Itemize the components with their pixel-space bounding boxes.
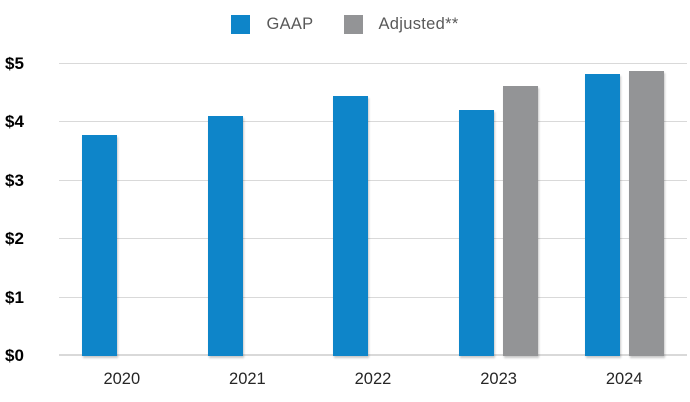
- bar-gaap-2023: [459, 109, 495, 356]
- x-axis-labels: 2020 2021 2022 2023 2024: [59, 370, 687, 389]
- bar-slot: [459, 64, 495, 356]
- bar-slot: [377, 64, 412, 356]
- legend-label-gaap: GAAP: [266, 15, 314, 33]
- bar-gaap-2024: [584, 73, 620, 356]
- gridline-3: [59, 179, 687, 181]
- bar-gaap-2021: [207, 115, 243, 356]
- bar-slot: [82, 64, 118, 356]
- bars-container: [59, 64, 687, 356]
- gridline-1: [59, 296, 687, 298]
- bar-slot: [252, 64, 287, 356]
- x-axis-label-2022: 2022: [354, 370, 392, 388]
- bar-gaap-2022: [333, 96, 369, 356]
- bar-slot: [126, 64, 161, 356]
- gridline-5: [59, 63, 687, 64]
- bar-group-2020: [59, 64, 185, 356]
- legend-item-adjusted: Adjusted**: [343, 15, 459, 34]
- x-axis-label-2021: 2021: [229, 370, 266, 388]
- bar-slot: [628, 64, 664, 356]
- y-axis-label: $3: [5, 170, 24, 190]
- x-axis-label-2024: 2024: [605, 370, 643, 388]
- x-axis-label-2020: 2020: [103, 370, 141, 388]
- gridline-2: [59, 238, 687, 240]
- y-axis-label: $5: [5, 54, 24, 73]
- gridline-4: [59, 121, 687, 123]
- bar-group-2024: [561, 64, 687, 356]
- y-axis-label: $0: [5, 346, 24, 365]
- y-axis-label: $4: [5, 112, 24, 132]
- bar-group-2021: [185, 64, 311, 356]
- bar-adjusted-2024: [628, 71, 664, 356]
- bar-slot: [503, 64, 539, 356]
- bar-gaap-2020: [82, 134, 118, 356]
- plot-area: $0 $1 $2 $3 $4 $5 2020 2021 2022 2023 2024: [5, 54, 687, 388]
- bar-slot: [584, 64, 620, 356]
- legend-label-adjusted: Adjusted**: [378, 15, 459, 33]
- bar-group-2023: [436, 64, 562, 356]
- gridline-0: [59, 354, 687, 356]
- chart-legend: GAAP Adjusted**: [0, 15, 690, 34]
- y-axis-label: $2: [5, 229, 24, 249]
- legend-item-gaap: GAAP: [231, 15, 313, 34]
- bar-adjusted-2023: [503, 85, 539, 356]
- adjusted-swatch-icon: [343, 15, 363, 34]
- y-axis-label: $1: [5, 287, 24, 307]
- gaap-swatch-icon: [231, 15, 251, 34]
- x-axis-label-2023: 2023: [480, 370, 517, 388]
- bar-slot: [207, 64, 243, 356]
- bar-slot: [333, 64, 369, 356]
- bar-group-2022: [310, 64, 436, 356]
